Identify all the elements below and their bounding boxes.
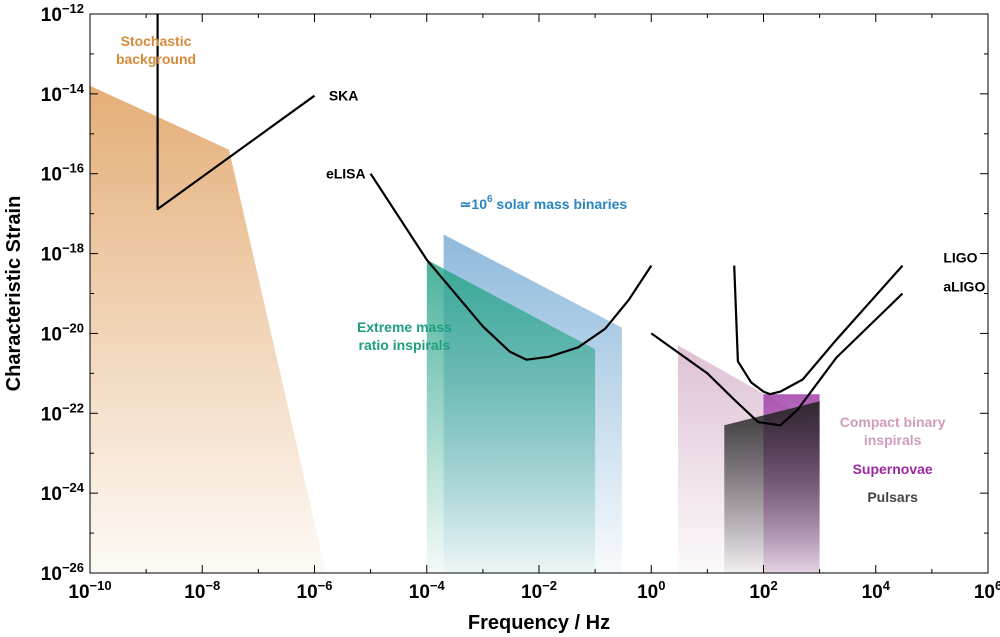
label-compact-binary-inspirals: Compact binary inspirals (840, 414, 946, 448)
x-tick-label: 10−4 (409, 578, 446, 603)
x-tick-label-base: 10 (749, 582, 770, 603)
x-tick-label-base: 10 (68, 582, 89, 603)
label-line: background (116, 51, 196, 67)
x-tick-label-exponent: −8 (205, 578, 220, 593)
y-tick-label-base: 10 (41, 404, 62, 425)
curve-aligo (650, 292, 904, 427)
y-tick-label-exponent: −22 (62, 400, 84, 415)
label-pulsars: Pulsars (867, 489, 918, 505)
y-tick-label-base: 10 (41, 245, 62, 266)
y-tick-label-base: 10 (41, 484, 62, 505)
y-tick-label: 10−18 (41, 241, 84, 266)
label-aligo: aLIGO (943, 278, 985, 294)
x-tick-label-base: 10 (409, 582, 430, 603)
x-tick-label: 106 (974, 578, 1000, 603)
x-tick-label-exponent: −4 (430, 578, 446, 593)
label-extreme-mass-ratio-inspirals: Extreme mass ratio inspirals (357, 319, 452, 353)
y-tick-label-exponent: −20 (62, 320, 84, 335)
label-line: Extreme mass (357, 319, 452, 335)
x-tick-label-exponent: −10 (90, 578, 112, 593)
y-tick-label-exponent: −12 (62, 1, 84, 16)
x-tick-label-base: 10 (974, 582, 995, 603)
x-tick-label-exponent: 2 (770, 578, 777, 593)
detector-curves-layer (156, 14, 904, 427)
y-tick-label: 10−16 (41, 161, 84, 186)
axis-ticks-layer: 10−10 10−8 10−6 10−4 10−2 100 102 104 10610−1210… (41, 1, 1000, 603)
y-tick-label-base: 10 (41, 324, 62, 345)
label-suffix: solar mass binaries (493, 196, 628, 212)
region-extreme-mass-ratio-inspirals (426, 259, 596, 573)
label-line: Stochastic (121, 33, 192, 49)
label-line: Supernovae (853, 461, 933, 477)
y-tick-label: 10−20 (41, 320, 84, 345)
y-tick-label-exponent: −18 (62, 241, 84, 256)
y-tick-label-exponent: −14 (62, 81, 85, 96)
x-tick-label: 100 (637, 578, 665, 603)
label-supernovae: Supernovae (853, 461, 933, 477)
x-tick-label: 10−2 (521, 578, 557, 603)
label-exponent: 6 (487, 194, 493, 205)
annotation-labels-layer: Stochastic background ≃106 solar mass bina… (116, 33, 986, 505)
y-tick-label-exponent: −26 (62, 560, 84, 575)
x-axis-title: Frequency / Hz (468, 612, 610, 634)
label-prefix: ≃10 (460, 196, 488, 212)
y-tick-label-base: 10 (41, 5, 62, 26)
y-tick-label-base: 10 (41, 564, 62, 585)
x-tick-label: 104 (862, 578, 891, 603)
curve-ligo (733, 264, 904, 396)
x-tick-label: 10−6 (297, 578, 333, 603)
curve-elisa (369, 173, 653, 361)
label-line: ratio inspirals (359, 337, 451, 353)
x-tick-label-exponent: 0 (658, 578, 665, 593)
y-tick-label-exponent: −24 (62, 480, 85, 495)
y-tick-label: 10−12 (41, 1, 84, 26)
region-pulsars (724, 401, 820, 573)
source-regions-layer (90, 85, 820, 573)
label-stochastic-background: Stochastic background (116, 33, 196, 67)
x-tick-label-exponent: 4 (883, 578, 891, 593)
x-tick-label: 10−8 (184, 578, 220, 603)
y-tick-label-base: 10 (41, 85, 62, 106)
y-tick-label-exponent: −16 (62, 161, 84, 176)
label-ska: SKA (329, 88, 359, 104)
x-tick-label-base: 10 (862, 582, 883, 603)
label-solar-mass-binaries: ≃106 solar mass binaries (460, 194, 628, 212)
x-tick-label-base: 10 (297, 582, 318, 603)
label-line: Pulsars (867, 489, 918, 505)
region-stochastic-background (90, 85, 326, 573)
y-tick-label: 10−24 (41, 480, 85, 505)
y-tick-label: 10−22 (41, 400, 84, 425)
y-axis-title: Characteristic Strain (3, 196, 25, 392)
label-line: Compact binary (840, 414, 946, 430)
label-line: inspirals (864, 432, 922, 448)
x-tick-label: 10−10 (68, 578, 111, 603)
y-tick-label: 10−14 (41, 81, 85, 106)
y-tick-label: 10−26 (41, 560, 84, 585)
label-ligo: LIGO (943, 249, 977, 265)
x-tick-label: 102 (749, 578, 777, 603)
x-tick-label-base: 10 (184, 582, 205, 603)
y-tick-label-base: 10 (41, 165, 62, 186)
x-tick-label-base: 10 (637, 582, 658, 603)
label-elisa: eLISA (326, 166, 366, 182)
curve-ska (156, 14, 316, 211)
x-tick-label-exponent: −2 (542, 578, 557, 593)
x-tick-label-exponent: −6 (318, 578, 333, 593)
x-tick-label-exponent: 6 (995, 578, 1000, 593)
x-tick-label-base: 10 (521, 582, 542, 603)
